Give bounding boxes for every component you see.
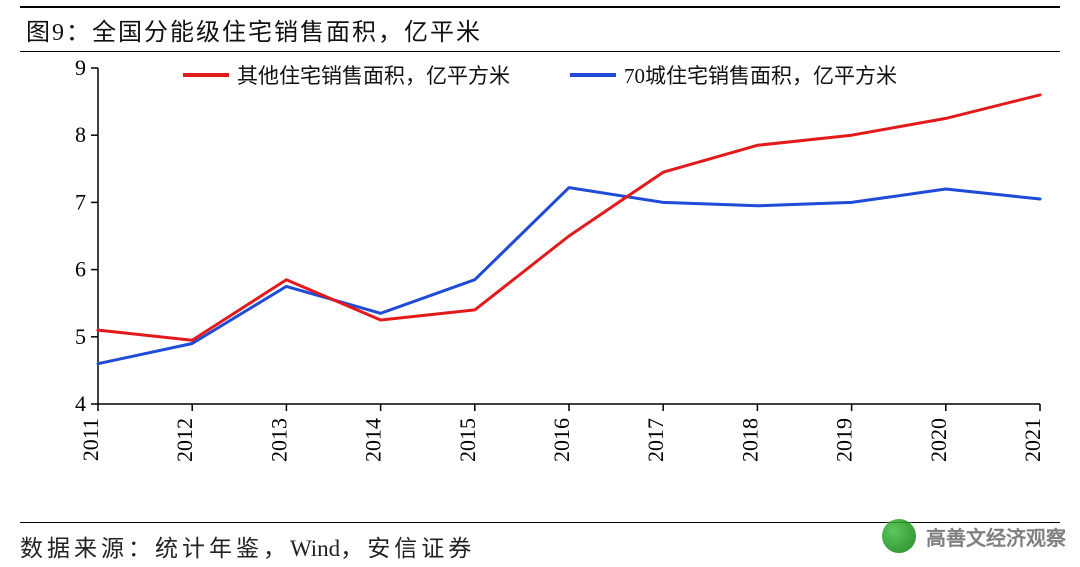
svg-text:2021: 2021: [1020, 418, 1045, 462]
chart-plot: 4 5 6 7 8 9 2011 2012 2013 2014 2015 2016 2017 2018 20…: [58, 60, 1052, 476]
series-a-line: [98, 95, 1040, 340]
svg-text:5: 5: [75, 324, 86, 349]
wechat-icon: [882, 519, 916, 553]
svg-text:2017: 2017: [643, 418, 668, 462]
svg-text:2019: 2019: [832, 418, 857, 462]
figure-number: 图9：: [26, 20, 92, 46]
watermark-text: 高善文经济观察: [926, 522, 1066, 551]
source-label: 数据来源：统计年鉴，Wind，安信证券: [20, 536, 475, 561]
svg-text:2012: 2012: [172, 418, 197, 462]
svg-text:6: 6: [75, 257, 86, 282]
figure-title: 全国分能级住宅销售面积，亿平米: [92, 20, 482, 46]
svg-text:8: 8: [75, 122, 86, 147]
svg-text:2011: 2011: [78, 418, 103, 461]
series-b-line: [98, 188, 1040, 364]
svg-text:4: 4: [75, 391, 86, 416]
source-part-2: ，安信证券: [340, 536, 475, 561]
source-prefix: 数据来源：: [20, 536, 155, 561]
svg-text:9: 9: [75, 60, 86, 80]
figure-title-bar: 图9：全国分能级住宅销售面积，亿平米: [20, 6, 1060, 52]
svg-text:2015: 2015: [455, 418, 480, 462]
watermark: 高善文经济观察: [882, 519, 1066, 553]
svg-text:2018: 2018: [737, 418, 762, 462]
svg-text:7: 7: [75, 189, 86, 214]
figure-wrap: 图9：全国分能级住宅销售面积，亿平米 其他住宅销售面积，亿平方米 70城住宅销售…: [0, 0, 1080, 567]
svg-text:2016: 2016: [549, 418, 574, 462]
source-part-0: 统计年鉴，: [155, 536, 290, 561]
line-chart-svg: 4 5 6 7 8 9 2011 2012 2013 2014 2015 2016 2017 2018 20…: [58, 60, 1052, 476]
source-part-1: Wind: [290, 536, 340, 561]
svg-text:2013: 2013: [266, 418, 291, 462]
svg-text:2020: 2020: [926, 418, 951, 462]
svg-text:2014: 2014: [361, 418, 386, 462]
